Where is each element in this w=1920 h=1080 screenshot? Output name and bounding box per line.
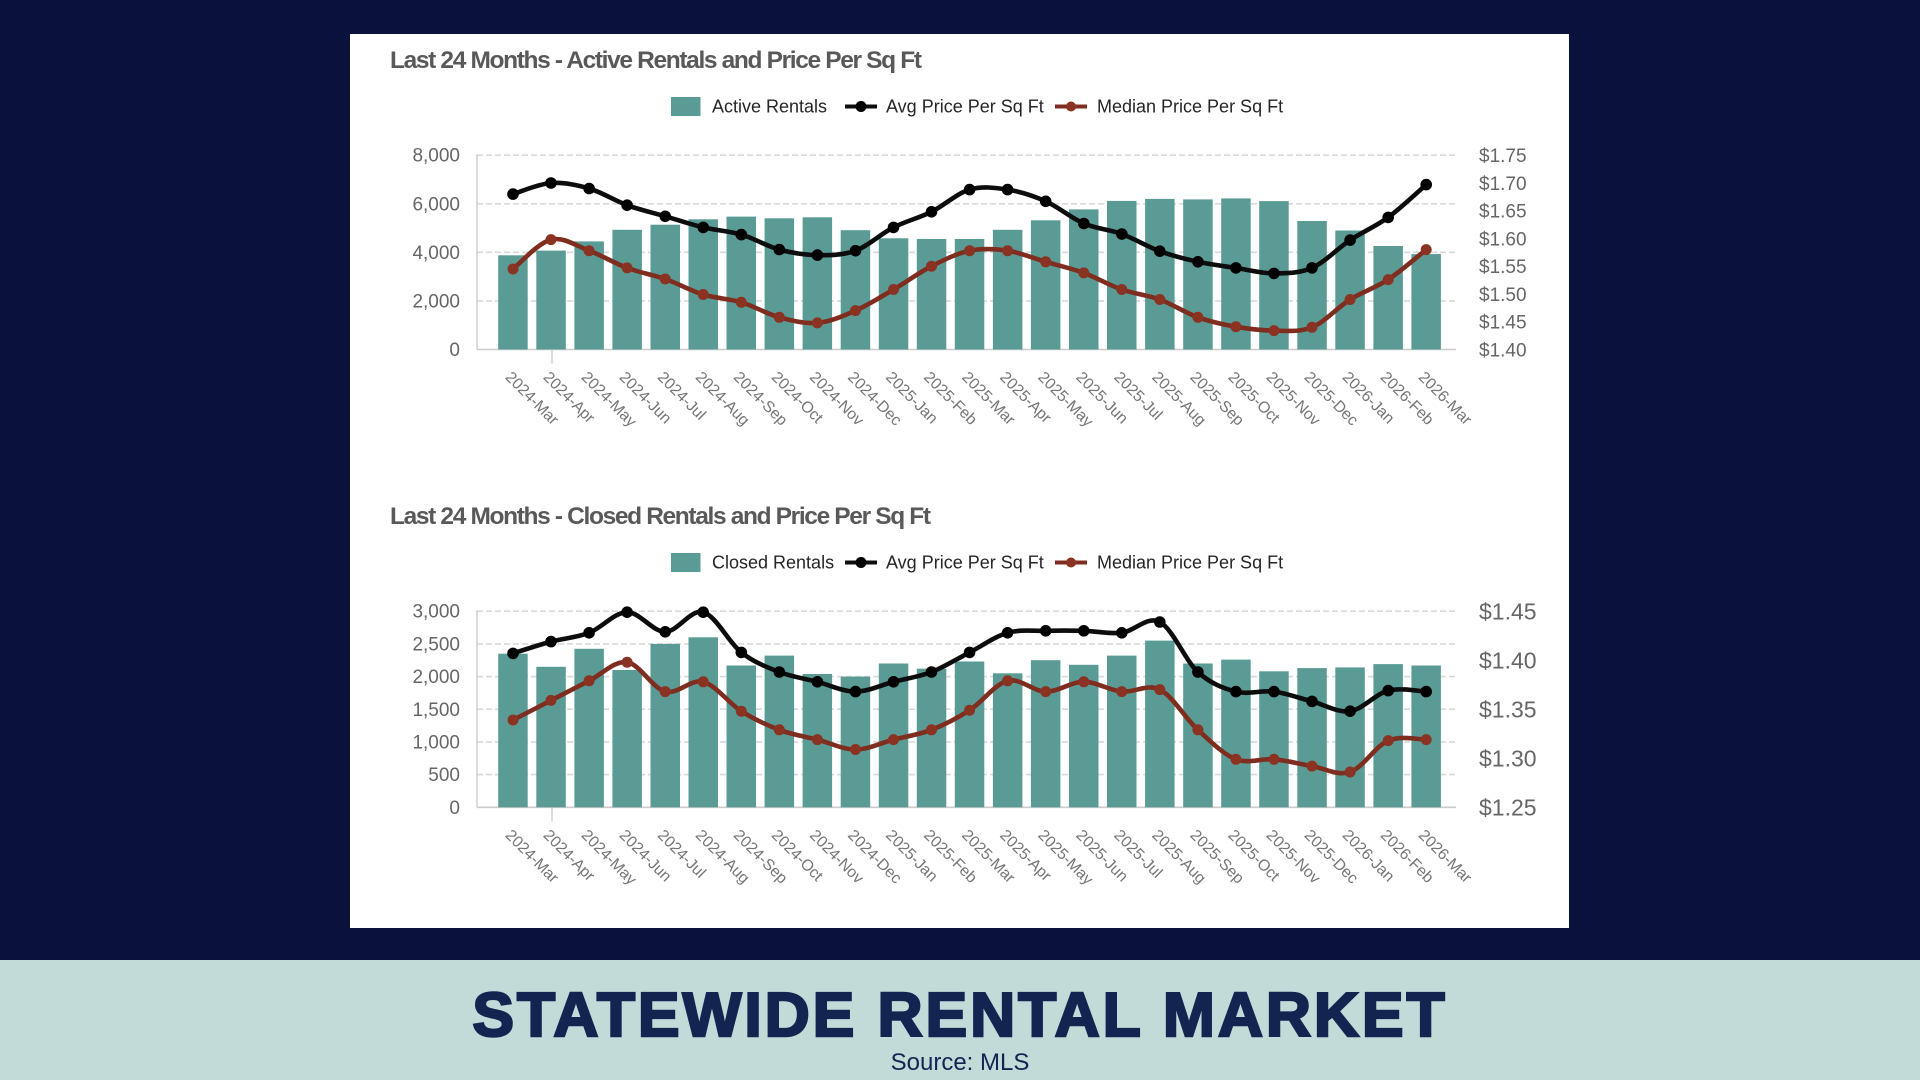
svg-text:Avg Price Per Sq Ft: Avg Price Per Sq Ft [886, 553, 1044, 573]
svg-text:STATEWIDE RENTAL MARKET: STATEWIDE RENTAL MARKET [472, 980, 1447, 1050]
svg-text:$1.70: $1.70 [1479, 174, 1527, 195]
svg-text:Source: MLS: Source: MLS [891, 1049, 1030, 1076]
svg-text:2,000: 2,000 [412, 667, 460, 688]
svg-text:Avg Price Per Sq Ft: Avg Price Per Sq Ft [886, 97, 1044, 117]
svg-text:1,000: 1,000 [412, 732, 460, 753]
svg-text:Closed Rentals: Closed Rentals [712, 553, 834, 573]
svg-text:Median Price Per Sq Ft: Median Price Per Sq Ft [1097, 553, 1283, 573]
svg-text:$1.75: $1.75 [1479, 146, 1527, 167]
svg-text:Last 24 Months - Closed Rental: Last 24 Months - Closed Rentals and Pric… [390, 503, 931, 530]
svg-text:Median Price Per Sq Ft: Median Price Per Sq Ft [1097, 97, 1283, 117]
svg-text:0: 0 [449, 340, 460, 361]
svg-text:Active Rentals: Active Rentals [712, 97, 827, 117]
svg-text:$1.45: $1.45 [1479, 313, 1527, 334]
svg-text:$1.60: $1.60 [1479, 229, 1527, 250]
svg-text:$1.65: $1.65 [1479, 202, 1527, 223]
svg-text:$1.55: $1.55 [1479, 257, 1527, 278]
svg-text:$1.30: $1.30 [1479, 746, 1537, 772]
svg-text:$1.50: $1.50 [1479, 285, 1527, 306]
svg-text:$1.40: $1.40 [1479, 340, 1527, 361]
svg-text:500: 500 [428, 765, 460, 786]
svg-text:2,000: 2,000 [412, 291, 460, 312]
svg-text:3,000: 3,000 [412, 602, 460, 623]
svg-text:$1.35: $1.35 [1479, 697, 1537, 723]
svg-text:Last 24 Months - Active Rental: Last 24 Months - Active Rentals and Pric… [390, 47, 922, 74]
svg-text:8,000: 8,000 [412, 146, 460, 167]
svg-text:$1.40: $1.40 [1479, 648, 1537, 674]
svg-text:$1.25: $1.25 [1479, 795, 1537, 821]
svg-text:2,500: 2,500 [412, 634, 460, 655]
svg-text:$1.45: $1.45 [1479, 599, 1537, 625]
svg-text:6,000: 6,000 [412, 194, 460, 215]
svg-text:1,500: 1,500 [412, 700, 460, 721]
svg-text:0: 0 [449, 798, 460, 819]
svg-text:4,000: 4,000 [412, 243, 460, 264]
